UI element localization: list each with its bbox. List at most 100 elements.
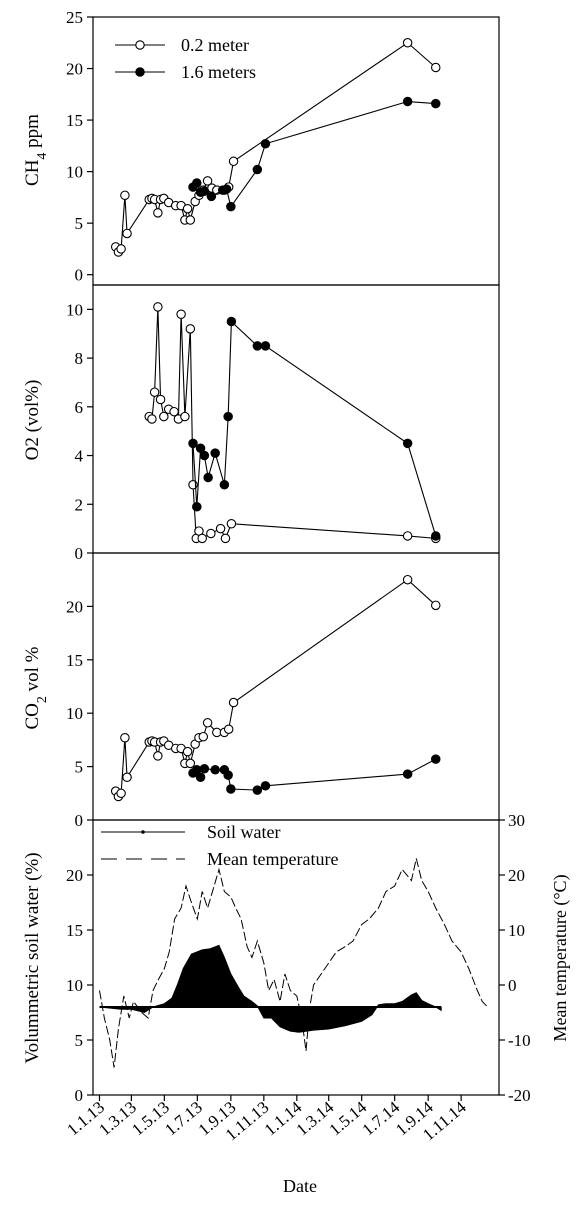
data-point bbox=[203, 472, 213, 483]
panel-frame-1 bbox=[92, 16, 500, 286]
data-point bbox=[260, 139, 271, 149]
y-tick-label: 0 bbox=[75, 266, 84, 285]
y-tick-label: 10 bbox=[66, 163, 83, 182]
data-point bbox=[188, 438, 198, 449]
legend-marker-deep bbox=[135, 67, 145, 77]
data-point bbox=[210, 448, 220, 458]
data-point bbox=[153, 302, 163, 312]
y-right-tick-label: 20 bbox=[508, 866, 525, 885]
data-point bbox=[221, 184, 232, 194]
data-point bbox=[226, 784, 236, 794]
legend-label: Mean temperature bbox=[207, 849, 338, 869]
data-point bbox=[252, 785, 263, 795]
data-point bbox=[199, 186, 210, 196]
y-label-rest: ppm bbox=[22, 114, 43, 153]
data-point bbox=[182, 746, 193, 757]
y-tick-label: 10 bbox=[66, 704, 83, 723]
y-axis-label-right: Mean temperature (°C) bbox=[550, 874, 571, 1041]
data-point bbox=[197, 533, 207, 544]
legend-label: 1.6 meters bbox=[181, 62, 256, 82]
y-tick-label: 25 bbox=[66, 8, 83, 27]
y-tick-label: 20 bbox=[66, 866, 83, 885]
y-tick-label: 5 bbox=[75, 214, 84, 233]
data-point bbox=[219, 480, 230, 490]
mean-temperature-line bbox=[98, 858, 489, 1068]
y-label-subscript: 2 bbox=[35, 696, 50, 703]
y-axis-label: CH4 ppm bbox=[22, 114, 50, 186]
data-point bbox=[226, 519, 237, 529]
data-point bbox=[206, 528, 216, 539]
data-point bbox=[260, 341, 271, 351]
data-point bbox=[252, 341, 263, 351]
x-tick-label: 1.3.13 bbox=[95, 1098, 140, 1140]
x-tick-label: 1.7.13 bbox=[161, 1098, 206, 1140]
y-tick-label: 15 bbox=[66, 111, 83, 130]
data-point bbox=[202, 718, 213, 728]
y-tick-label: 4 bbox=[75, 447, 84, 466]
y-axis-label: O2 (vol%) bbox=[22, 380, 43, 461]
data-point bbox=[215, 523, 226, 534]
data-point bbox=[185, 758, 196, 769]
data-point bbox=[192, 178, 202, 188]
y-right-tick-label: 0 bbox=[508, 976, 517, 995]
data-point bbox=[180, 411, 190, 422]
data-point bbox=[226, 201, 236, 212]
y-tick-label: 15 bbox=[66, 921, 83, 940]
y-tick-label: 5 bbox=[75, 758, 84, 777]
data-point bbox=[223, 724, 234, 734]
data-point bbox=[153, 208, 163, 218]
legend-marker-soil-water bbox=[141, 830, 145, 834]
data-point bbox=[223, 770, 233, 780]
y-tick-label: 10 bbox=[66, 976, 83, 995]
y-tick-label: 0 bbox=[75, 811, 84, 830]
panel-frame-3 bbox=[92, 552, 500, 821]
data-point bbox=[206, 191, 217, 202]
y-tick-label: 20 bbox=[66, 597, 83, 616]
data-point bbox=[430, 62, 441, 73]
data-point bbox=[252, 164, 263, 175]
data-point bbox=[159, 411, 169, 422]
y-label-main: CH bbox=[22, 159, 43, 186]
data-point bbox=[169, 406, 179, 417]
data-point bbox=[430, 754, 441, 764]
series-line-deep bbox=[192, 320, 437, 537]
data-point bbox=[122, 228, 132, 239]
data-point bbox=[120, 190, 130, 201]
data-point bbox=[185, 324, 196, 334]
y-label-rest: vol % bbox=[22, 646, 43, 696]
x-tick-label: 1.5.14 bbox=[325, 1097, 370, 1139]
y-axis-label: Volummetric soil water (%) bbox=[22, 852, 43, 1063]
data-point bbox=[430, 531, 441, 541]
y-tick-label: 5 bbox=[75, 1031, 84, 1050]
y-tick-label: 8 bbox=[75, 349, 84, 368]
y-right-tick-label: 30 bbox=[508, 811, 525, 830]
y-axis-label: CO2 vol % bbox=[22, 646, 50, 729]
y-label-main: CO bbox=[22, 703, 43, 729]
data-point bbox=[402, 531, 413, 541]
data-point bbox=[182, 203, 193, 214]
data-point bbox=[155, 394, 166, 405]
data-point bbox=[199, 450, 210, 461]
data-point bbox=[260, 781, 271, 791]
data-point bbox=[202, 176, 213, 186]
x-tick-label: 1.7.14 bbox=[358, 1097, 403, 1139]
y-right-tick-label: -20 bbox=[508, 1086, 531, 1105]
y-tick-label: 0 bbox=[75, 1086, 84, 1105]
x-tick-label: 1.5.13 bbox=[128, 1098, 173, 1140]
data-point bbox=[116, 244, 126, 254]
legend-label: Soil water bbox=[207, 822, 281, 842]
data-point bbox=[116, 788, 126, 799]
data-point bbox=[402, 96, 413, 107]
data-point bbox=[199, 763, 210, 774]
y-tick-label: 2 bbox=[75, 495, 84, 514]
y-right-tick-label: 10 bbox=[508, 921, 525, 940]
data-point bbox=[149, 387, 160, 397]
data-point bbox=[430, 98, 441, 109]
data-point bbox=[402, 438, 413, 449]
x-tick-label: 1.3.14 bbox=[293, 1097, 338, 1139]
y-tick-label: 0 bbox=[75, 544, 84, 563]
legend-label: 0.2 meter bbox=[181, 35, 249, 55]
data-point bbox=[153, 751, 163, 761]
series-line-shallow bbox=[115, 42, 437, 253]
